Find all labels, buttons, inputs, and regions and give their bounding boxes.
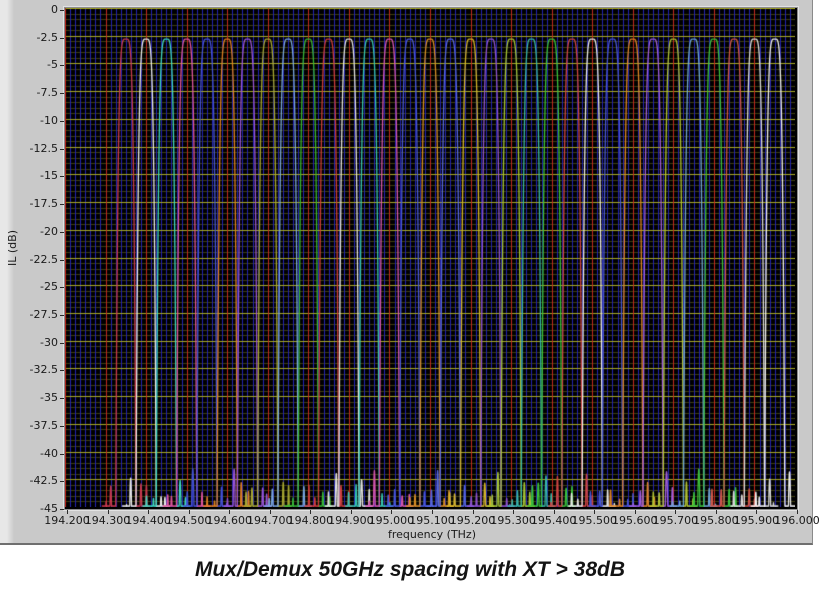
y-tick-mark bbox=[60, 176, 64, 178]
y-tick-mark bbox=[60, 231, 64, 233]
x-tick-label: 194.700 bbox=[247, 514, 293, 527]
y-tick-mark bbox=[60, 453, 64, 455]
x-tick-mark bbox=[310, 510, 312, 514]
y-tick-label: -35 bbox=[40, 391, 58, 405]
x-tick-mark bbox=[472, 510, 474, 514]
x-tick-mark bbox=[634, 510, 636, 514]
x-tick-label: 195.700 bbox=[652, 514, 699, 527]
y-tick-mark bbox=[60, 93, 64, 95]
y-tick-mark bbox=[60, 287, 64, 289]
x-tick-label: 195.900 bbox=[733, 514, 780, 527]
y-tick-mark bbox=[60, 148, 64, 150]
y-tick-mark bbox=[60, 398, 64, 400]
y-tick-label: -20 bbox=[40, 224, 58, 238]
graph-panel: IL (dB) frequency (THz) 0 -2.5 -5 -7.5 -10 -1… bbox=[0, 0, 820, 545]
y-tick-mark bbox=[60, 204, 64, 206]
y-tick-mark bbox=[60, 10, 64, 11]
x-tick-mark bbox=[675, 510, 677, 514]
y-tick-mark bbox=[60, 509, 64, 510]
y-tick-mark bbox=[60, 370, 64, 372]
x-tick-mark bbox=[391, 510, 393, 514]
x-tick-label: 194.200 bbox=[44, 514, 90, 527]
x-axis-title: frequency (THz) bbox=[387, 528, 477, 541]
x-tick-label: 195.600 bbox=[612, 514, 658, 527]
x-tick-mark bbox=[756, 510, 758, 514]
x-tick-label: 194.800 bbox=[287, 514, 334, 527]
y-tick-mark bbox=[60, 65, 64, 67]
x-tick-mark bbox=[350, 510, 352, 514]
x-tick-label: 196.000 bbox=[774, 514, 820, 527]
y-tick-label: 0 bbox=[51, 3, 58, 16]
y-tick-label: -42.5 bbox=[29, 474, 58, 488]
y-tick-label: -45 bbox=[40, 502, 58, 515]
x-tick-mark bbox=[269, 510, 271, 514]
y-tick-mark bbox=[60, 37, 64, 39]
x-tick-label: 194.400 bbox=[125, 514, 171, 527]
x-tick-label: 195.500 bbox=[571, 514, 617, 527]
y-tick-label: -22.5 bbox=[29, 252, 58, 266]
x-tick-label: 195.400 bbox=[530, 514, 577, 527]
y-tick-mark bbox=[60, 342, 64, 344]
x-tick-label: 195.000 bbox=[368, 514, 415, 527]
x-tick-label: 194.500 bbox=[165, 514, 212, 527]
x-tick-mark bbox=[594, 510, 596, 514]
x-tick-mark bbox=[553, 510, 555, 514]
y-tick-label: -37.5 bbox=[29, 418, 58, 432]
y-tick-label: -7.5 bbox=[36, 86, 58, 100]
plot-area bbox=[63, 6, 799, 511]
x-tick-mark bbox=[107, 510, 109, 514]
y-tick-label: -30 bbox=[40, 335, 58, 349]
y-tick-mark bbox=[60, 481, 64, 483]
x-tick-label: 195.300 bbox=[490, 514, 536, 527]
x-tick-mark bbox=[797, 510, 798, 514]
y-tick-label: -40 bbox=[40, 446, 58, 460]
x-tick-mark bbox=[513, 510, 515, 514]
caption: Mux/Demux 50GHz spacing with XT > 38dB bbox=[194, 558, 626, 581]
y-tick-label: -27.5 bbox=[29, 307, 58, 321]
y-tick-label: -12.5 bbox=[29, 141, 58, 155]
x-tick-label: 195.200 bbox=[449, 514, 496, 527]
x-tick-label: 195.100 bbox=[409, 514, 455, 527]
x-tick-mark bbox=[715, 510, 717, 514]
y-tick-label: -25 bbox=[40, 280, 58, 294]
y-tick-mark bbox=[60, 314, 64, 316]
x-tick-mark bbox=[67, 510, 68, 514]
x-tick-mark bbox=[432, 510, 433, 514]
y-tick-mark bbox=[60, 120, 64, 122]
y-tick-label: -32.5 bbox=[29, 363, 58, 377]
x-tick-mark bbox=[148, 510, 150, 514]
x-tick-mark bbox=[188, 510, 190, 514]
y-tick-mark bbox=[60, 259, 64, 261]
plot-canvas bbox=[65, 8, 795, 507]
x-tick-label: 194.300 bbox=[84, 514, 131, 527]
x-tick-label: 194.900 bbox=[328, 514, 374, 527]
y-tick-label: -10 bbox=[40, 113, 58, 127]
x-tick-label: 195.800 bbox=[693, 514, 739, 527]
y-tick-label: -5 bbox=[47, 58, 58, 72]
y-tick-label: -15 bbox=[40, 169, 58, 183]
y-tick-mark bbox=[60, 425, 64, 427]
y-tick-label: -2.5 bbox=[36, 30, 58, 44]
y-tick-label: -17.5 bbox=[29, 197, 58, 211]
x-tick-mark bbox=[229, 510, 231, 514]
x-tick-label: 194.600 bbox=[206, 514, 252, 527]
